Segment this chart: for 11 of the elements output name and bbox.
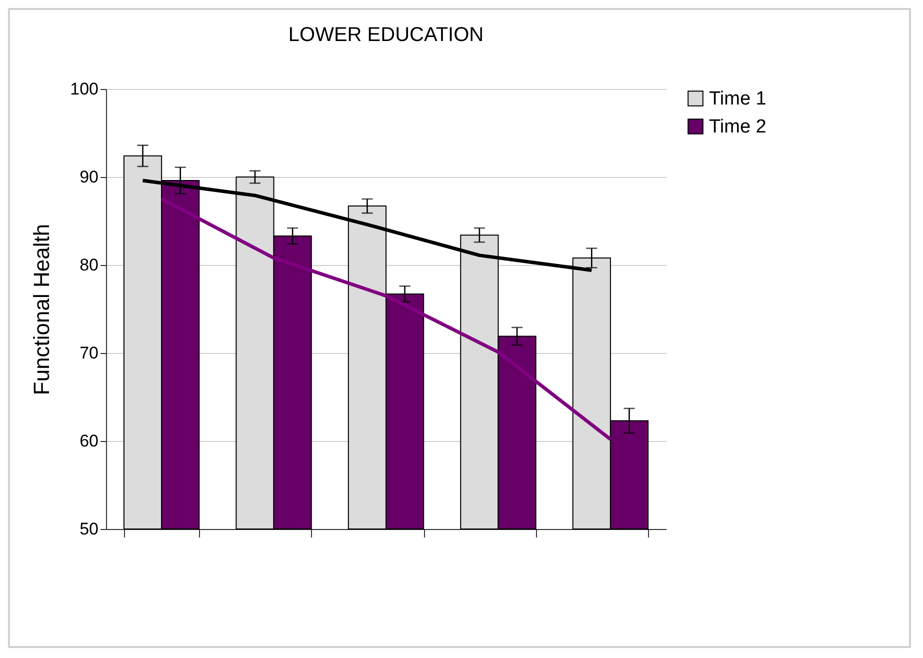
y-tick-label: 60 (80, 432, 98, 450)
line-series (160, 197, 612, 441)
y-tick-label: 90 (80, 168, 98, 186)
chart-title: LOWER EDUCATION (288, 24, 484, 46)
y-tick-label: 100 (70, 80, 98, 98)
legend-label: Time 1 (709, 88, 766, 110)
y-tick-label: 50 (80, 520, 98, 538)
y-tick-label: 70 (80, 344, 98, 362)
y-axis-title: Functional Health (29, 224, 54, 396)
y-tick-label: 80 (80, 256, 98, 274)
legend-label: Time 2 (709, 116, 766, 138)
